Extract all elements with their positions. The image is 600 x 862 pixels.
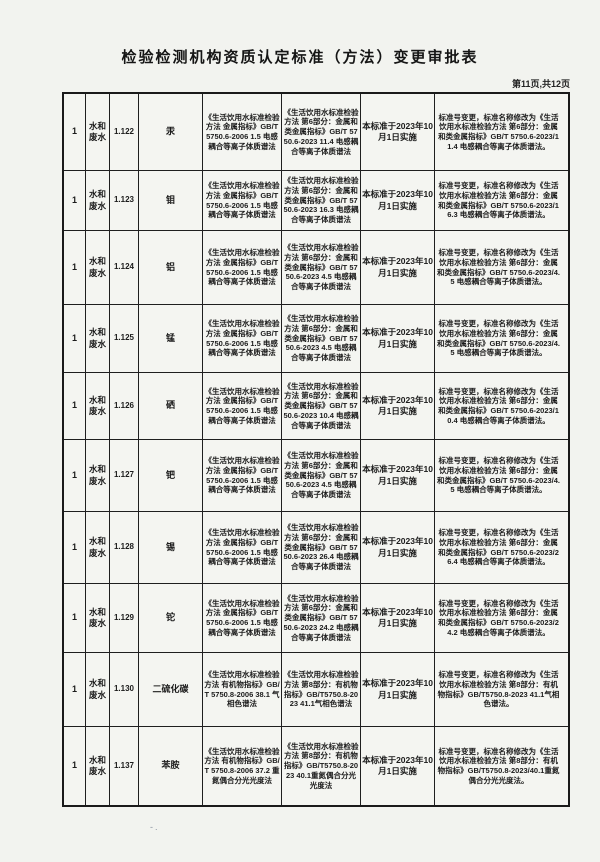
cell-new-standard: 《生活饮用水标准检验方法 第6部分：金属和类金属指标》GB/T 5750.6-2… [282,94,361,170]
cell-change-note: 标准号变更，标准名称修改为《生活饮用水标准检验方法 第6部分：金属和类金属指标》… [438,112,559,151]
cell-code: 1.122 [110,94,139,170]
cell-old-standard: 《生活饮用水标准检验方法 有机物指标》GB/T 5750.8-2006 38.1… [203,653,282,726]
table-row: 1 水和废水 1.128 锡 《生活饮用水标准检验方法 金属指标》GB/T 57… [64,512,568,584]
cell-implementation: 本标准于2023年10月1日实施 [361,305,435,372]
cell-seq: 1 [64,440,86,511]
cell-parameter: 锡 [139,512,203,583]
cell-change-note: 标准号变更，标准名称修改为《生活饮用水标准检验方法 第8部分：有机物指标》GB/… [437,746,560,785]
cell-code: 1.129 [110,584,139,652]
cell-category: 水和废水 [86,727,110,805]
cell-new-standard: 《生活饮用水标准检验方法 第6部分：金属和类金属指标》GB/T 5750.6-2… [282,373,361,439]
cell-new-standard: 《生活饮用水标准检验方法 第6部分：金属和类金属指标》GB/T 5750.6-2… [282,584,361,652]
cell-old-standard: 《生活饮用水标准检验方法 金属指标》GB/T 5750.6-2006 1.5 电… [203,305,282,372]
table-row: 1 水和废水 1.130 二硫化碳 《生活饮用水标准检验方法 有机物指标》GB/… [64,653,568,727]
cell-parameter: 汞 [139,94,203,170]
cell-change-note: 标准号变更，标准名称修改为《生活饮用水标准检验方法 第6部分：金属和类金属指标》… [438,386,559,425]
cell-category: 水和废水 [86,231,110,304]
cell-category: 水和废水 [86,440,110,511]
cell-category: 水和废水 [86,94,110,170]
table-row: 1 水和废水 1.127 钯 《生活饮用水标准检验方法 金属指标》GB/T 57… [64,440,568,512]
cell-code: 1.128 [110,512,139,583]
table-row: 1 水和废水 1.124 铝 《生活饮用水标准检验方法 金属指标》GB/T 57… [64,231,568,305]
cell-old-standard: 《生活饮用水标准检验方法 金属指标》GB/T 5750.6-2006 1.5 电… [203,584,282,652]
document-title: 检验检测机构资质认定标准（方法）变更审批表 [121,49,479,66]
cell-seq: 1 [64,171,86,230]
cell-code: 1.124 [110,231,139,304]
approval-table: 1 水和废水 1.122 汞 《生活饮用水标准检验方法 金属指标》GB/T 57… [62,92,570,807]
cell-implementation: 本标准于2023年10月1日实施 [361,373,435,439]
cell-category: 水和废水 [86,305,110,372]
cell-implementation: 本标准于2023年10月1日实施 [361,653,435,726]
cell-code: 1.125 [110,305,139,372]
cell-parameter: 铊 [139,584,203,652]
cell-change-note: 标准号变更，标准名称修改为《生活饮用水标准检验方法 第6部分：金属和类金属指标》… [437,456,560,495]
cell-implementation: 本标准于2023年10月1日实施 [361,584,435,652]
cell-category: 水和废水 [86,171,110,230]
scan-artifact-mark: -. [150,822,160,832]
cell-parameter: 硒 [139,373,203,439]
cell-parameter: 苯胺 [139,727,203,805]
cell-code: 1.127 [110,440,139,511]
cell-code: 1.130 [110,653,139,726]
cell-old-standard: 《生活饮用水标准检验方法 金属指标》GB/T 5750.6-2006 1.5 电… [203,440,282,511]
cell-category: 水和废水 [86,653,110,726]
cell-old-standard: 《生活饮用水标准检验方法 金属指标》GB/T 5750.6-2006 1.5 电… [203,231,282,304]
cell-code: 1.126 [110,373,139,439]
cell-parameter: 二硫化碳 [139,653,203,726]
cell-old-standard: 《生活饮用水标准检验方法 金属指标》GB/T 5750.6-2006 1.5 电… [203,512,282,583]
cell-change-note: 标准号变更，标准名称修改为《生活饮用水标准检验方法 第8部分：有机物指标》GB/… [437,670,560,709]
cell-new-standard: 《生活饮用水标准检验方法 第6部分：金属和类金属指标》GB/T 5750.6-2… [282,512,361,583]
cell-change-note: 标准号变更，标准名称修改为《生活饮用水标准检验方法 第6部分：金属和类金属指标》… [437,248,560,287]
cell-parameter: 钼 [139,171,203,230]
cell-seq: 1 [64,305,86,372]
table-row: 1 水和废水 1.129 铊 《生活饮用水标准检验方法 金属指标》GB/T 57… [64,584,568,653]
cell-seq: 1 [64,94,86,170]
table-row: 1 水和废水 1.137 苯胺 《生活饮用水标准检验方法 有机物指标》GB/T … [64,727,568,805]
cell-category: 水和废水 [86,373,110,439]
cell-parameter: 铝 [139,231,203,304]
cell-old-standard: 《生活饮用水标准检验方法 有机物指标》GB/T 5750.8-2006 37.2… [203,727,282,805]
cell-implementation: 本标准于2023年10月1日实施 [361,727,435,805]
cell-new-standard: 《生活饮用水标准检验方法 第6部分：金属和类金属指标》GB/T 5750.6-2… [282,231,361,304]
table-row: 1 水和废水 1.123 钼 《生活饮用水标准检验方法 金属指标》GB/T 57… [64,171,568,231]
cell-parameter: 钯 [139,440,203,511]
cell-parameter: 锰 [139,305,203,372]
cell-old-standard: 《生活饮用水标准检验方法 金属指标》GB/T 5750.6-2006 1.5 电… [203,94,282,170]
cell-code: 1.137 [110,727,139,805]
cell-new-standard: 《生活饮用水标准检验方法 第6部分：金属和类金属指标》GB/T 5750.6-2… [282,305,361,372]
cell-new-standard: 《生活饮用水标准检验方法 第8部分：有机物指标》GB/T5750.8-2023 … [282,653,361,726]
cell-seq: 1 [64,512,86,583]
cell-new-standard: 《生活饮用水标准检验方法 第8部分：有机物指标》GB/T5750.8-2023 … [282,727,361,805]
cell-category: 水和废水 [86,512,110,583]
cell-category: 水和废水 [86,584,110,652]
cell-seq: 1 [64,727,86,805]
cell-implementation: 本标准于2023年10月1日实施 [361,440,435,511]
cell-implementation: 本标准于2023年10月1日实施 [361,512,435,583]
table-row: 1 水和废水 1.126 硒 《生活饮用水标准检验方法 金属指标》GB/T 57… [64,373,568,440]
cell-code: 1.123 [110,171,139,230]
cell-new-standard: 《生活饮用水标准检验方法 第6部分：金属和类金属指标》GB/T 5750.6-2… [282,440,361,511]
table-row: 1 水和废水 1.122 汞 《生活饮用水标准检验方法 金属指标》GB/T 57… [64,94,568,171]
cell-implementation: 本标准于2023年10月1日实施 [361,231,435,304]
cell-change-note: 标准号变更，标准名称修改为《生活饮用水标准检验方法 第6部分：金属和类金属指标》… [438,598,559,637]
cell-change-note: 标准号变更，标准名称修改为《生活饮用水标准检验方法 第6部分：金属和类金属指标》… [437,319,560,358]
page-indicator: 第11页,共12页 [511,79,570,89]
cell-seq: 1 [64,373,86,439]
cell-implementation: 本标准于2023年10月1日实施 [361,94,435,170]
cell-old-standard: 《生活饮用水标准检验方法 金属指标》GB/T 5750.6-2006 1.5 电… [203,373,282,439]
cell-new-standard: 《生活饮用水标准检验方法 第6部分：金属和类金属指标》GB/T 5750.6-2… [282,171,361,230]
cell-seq: 1 [64,653,86,726]
cell-old-standard: 《生活饮用水标准检验方法 金属指标》GB/T 5750.6-2006 1.5 电… [203,171,282,230]
cell-seq: 1 [64,231,86,304]
cell-implementation: 本标准于2023年10月1日实施 [361,171,435,230]
cell-seq: 1 [64,584,86,652]
table-row: 1 水和废水 1.125 锰 《生活饮用水标准检验方法 金属指标》GB/T 57… [64,305,568,373]
cell-change-note: 标准号变更，标准名称修改为《生活饮用水标准检验方法 第6部分：金属和类金属指标》… [438,528,559,567]
cell-change-note: 标准号变更，标准名称修改为《生活饮用水标准检验方法 第6部分：金属和类金属指标》… [438,181,559,220]
